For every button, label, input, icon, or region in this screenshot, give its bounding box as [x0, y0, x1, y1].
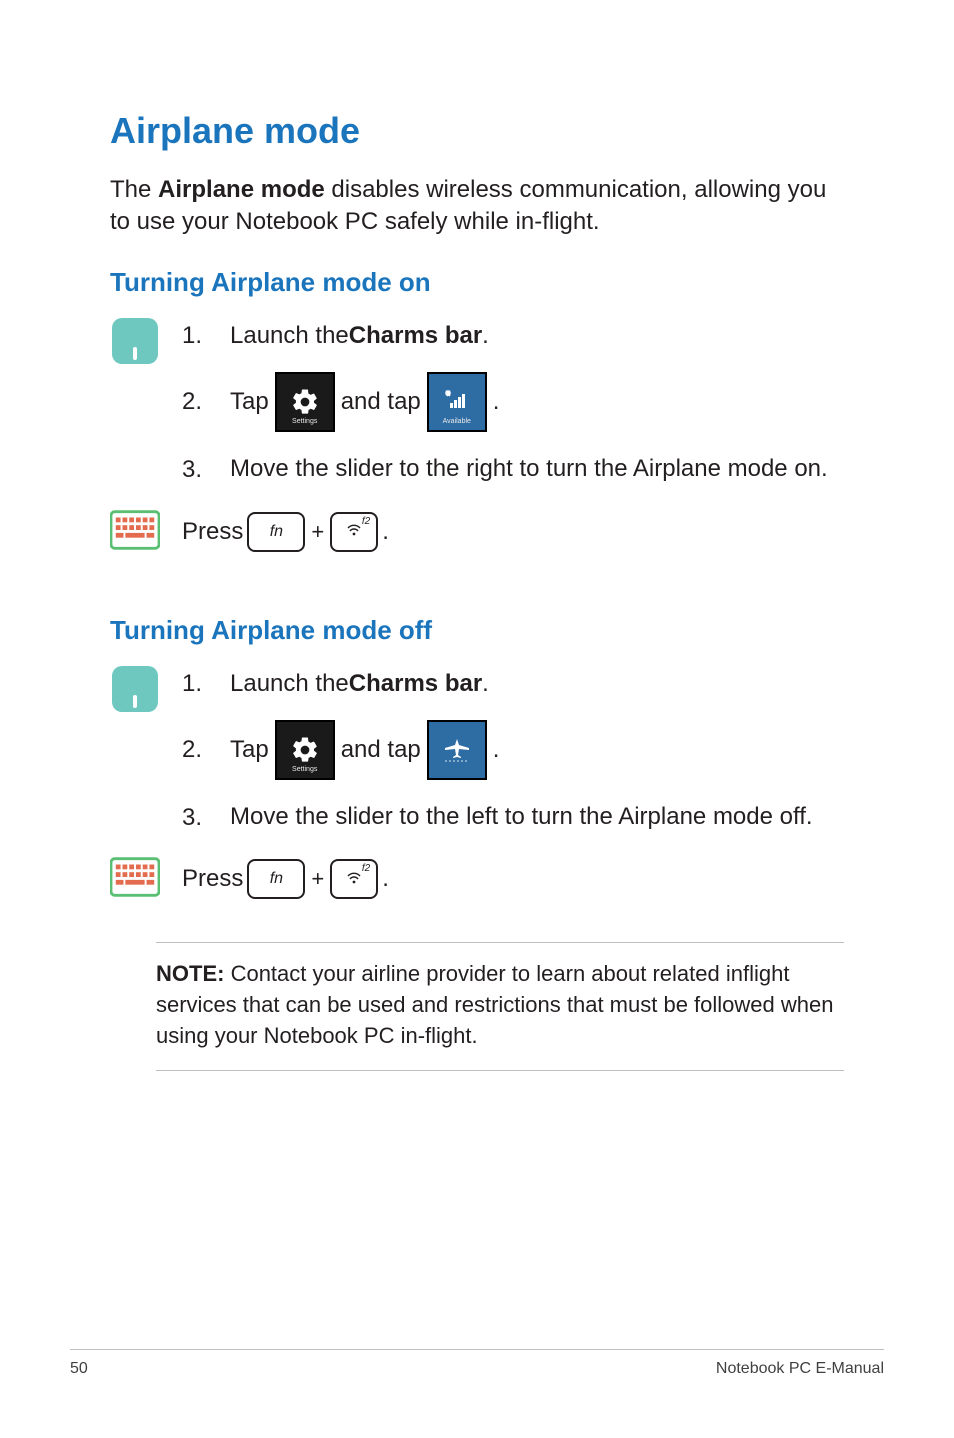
keyboard-step-on: Press fn + f2 .: [110, 509, 844, 555]
f2-key-icon: f2: [330, 859, 378, 899]
section-heading: Airplane mode: [110, 110, 844, 152]
touchpad-icon: [110, 664, 160, 714]
step-text: Move the slider to the right to turn the…: [230, 455, 828, 482]
intro-bold: Airplane mode: [158, 176, 325, 203]
tile-label: Settings: [292, 417, 317, 426]
key-label: fn: [270, 870, 283, 888]
touch-steps-off: 1. Launch the Charms bar. 2. Tap Setting…: [110, 668, 844, 835]
step-off-3: 3. Move the slider to the left to turn t…: [182, 800, 844, 834]
note-block: NOTE: Contact your airline provider to l…: [156, 942, 844, 1070]
intro-pre: The: [110, 176, 158, 203]
subheading-off: Turning Airplane mode off: [110, 615, 844, 646]
key-sup: f2: [362, 863, 370, 874]
step-on-1: 1. Launch the Charms bar.: [182, 320, 844, 352]
settings-tile-icon: Settings: [275, 372, 335, 432]
step-off-2: 2. Tap Settings and tap: [182, 720, 844, 780]
touchpad-icon: [110, 316, 160, 366]
subheading-on: Turning Airplane mode on: [110, 267, 844, 298]
step-number: 1.: [182, 320, 210, 352]
keyboard-icon: [110, 505, 160, 555]
step-text: .: [493, 386, 500, 418]
footer-title: Notebook PC E-Manual: [716, 1360, 884, 1378]
tile-label: Available: [443, 417, 471, 426]
step-number: 2.: [182, 386, 210, 418]
press-label: Press: [182, 518, 243, 546]
intro-paragraph: The Airplane mode disables wireless comm…: [110, 174, 844, 239]
page-footer: 50 Notebook PC E-Manual: [70, 1349, 884, 1378]
step-text-bold: Charms bar: [349, 320, 482, 352]
fn-key-icon: fn: [247, 859, 305, 899]
step-text: and tap: [341, 386, 421, 418]
note-text: Contact your airline provider to learn a…: [156, 961, 833, 1048]
fn-key-icon: fn: [247, 512, 305, 552]
step-number: 2.: [182, 734, 210, 766]
step-on-2: 2. Tap Settings and tap: [182, 372, 844, 432]
step-text: Tap: [230, 386, 269, 418]
f2-key-icon: f2: [330, 512, 378, 552]
press-text: Press fn + f2 .: [182, 512, 389, 552]
step-text: Move the slider to the left to turn the …: [230, 803, 813, 830]
touch-steps-on: 1. Launch the Charms bar. 2. Tap Setting…: [110, 320, 844, 487]
settings-tile-icon: Settings: [275, 720, 335, 780]
wifi-glyph-icon: [346, 871, 362, 888]
period: .: [382, 518, 389, 546]
note-label: NOTE:: [156, 961, 224, 986]
step-text: Tap: [230, 734, 269, 766]
keyboard-icon: [110, 852, 160, 902]
page-number: 50: [70, 1360, 88, 1378]
press-label: Press: [182, 865, 243, 893]
key-sup: f2: [362, 516, 370, 527]
step-number: 3.: [182, 452, 210, 486]
key-label: fn: [270, 523, 283, 541]
keyboard-step-off: Press fn + f2 .: [110, 856, 844, 902]
tile-label: Settings: [292, 765, 317, 774]
plus-sign: +: [311, 866, 324, 892]
step-text: .: [482, 668, 489, 700]
plus-sign: +: [311, 519, 324, 545]
step-on-3: 3. Move the slider to the right to turn …: [182, 452, 844, 486]
step-text: Launch the: [230, 320, 349, 352]
step-text: .: [493, 734, 500, 766]
step-off-1: 1. Launch the Charms bar.: [182, 668, 844, 700]
step-number: 3.: [182, 800, 210, 834]
network-available-tile-icon: Available: [427, 372, 487, 432]
step-number: 1.: [182, 668, 210, 700]
step-text-bold: Charms bar: [349, 668, 482, 700]
period: .: [382, 865, 389, 893]
press-text: Press fn + f2 .: [182, 859, 389, 899]
wifi-glyph-icon: [346, 523, 362, 540]
step-text: Launch the: [230, 668, 349, 700]
step-text: and tap: [341, 734, 421, 766]
airplane-mode-tile-icon: [427, 720, 487, 780]
step-text: .: [482, 320, 489, 352]
